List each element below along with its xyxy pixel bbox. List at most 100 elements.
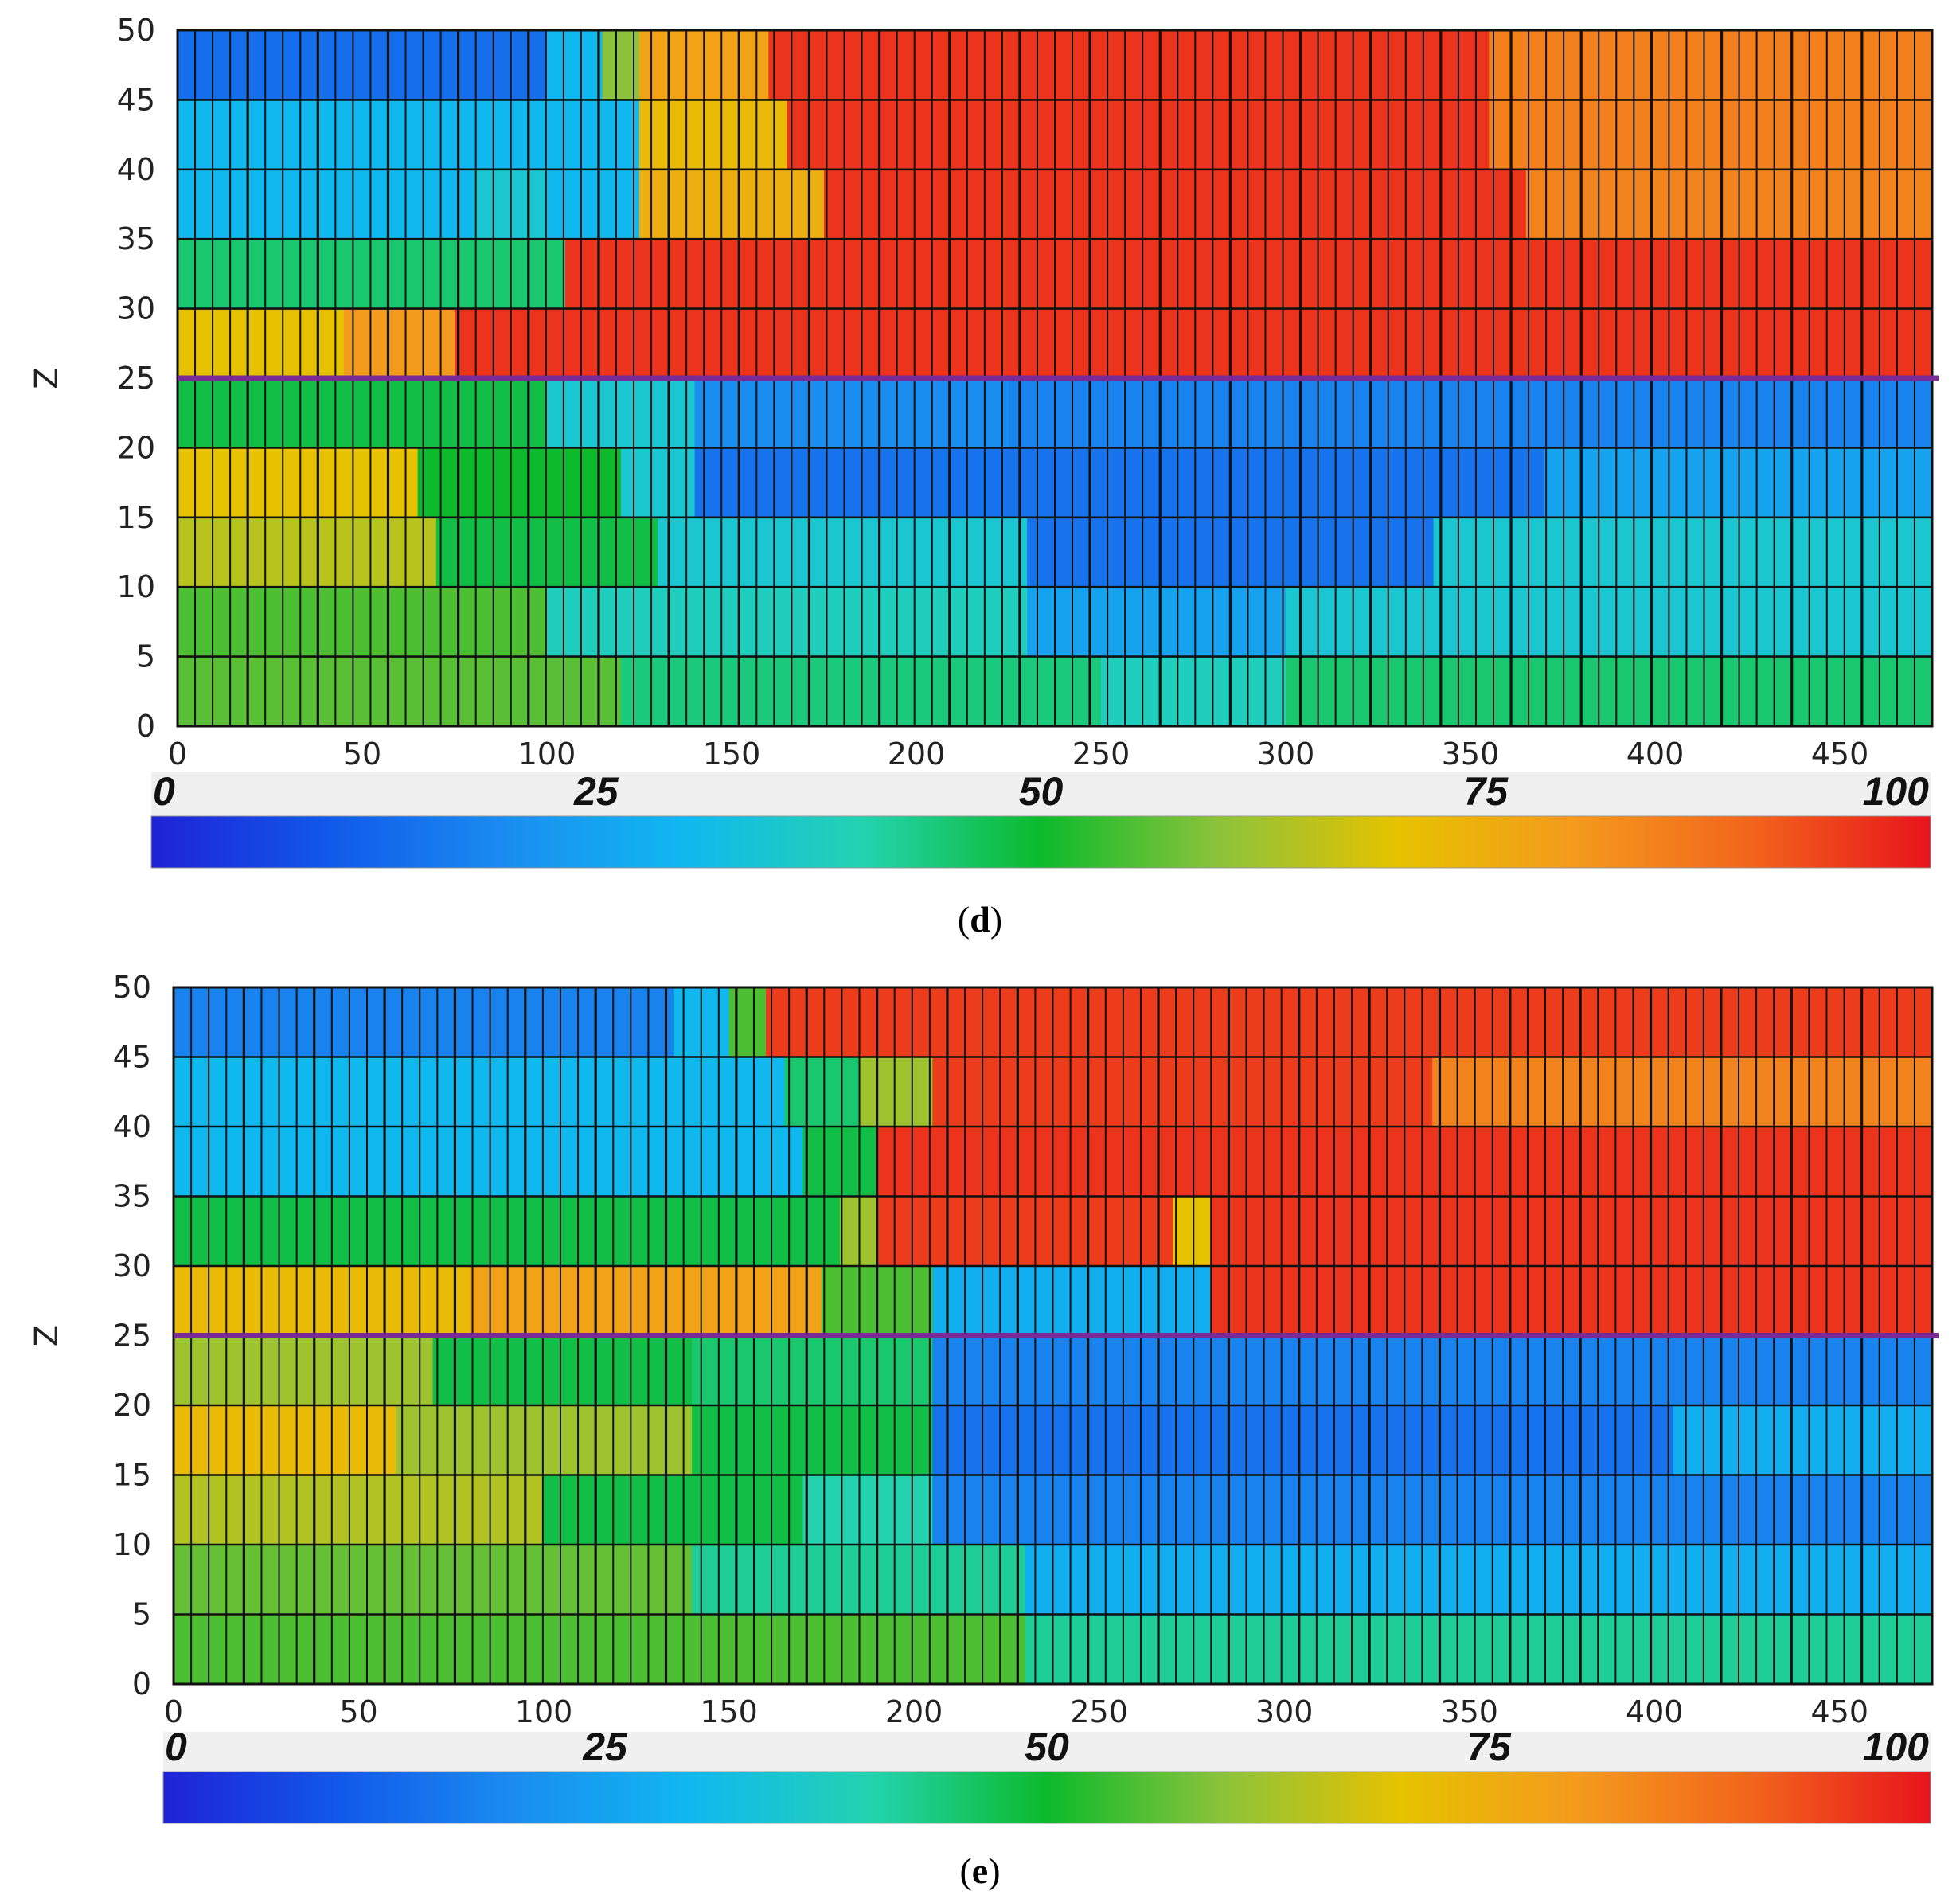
heatmap-cell	[178, 239, 566, 310]
y-tick-label: 5	[136, 639, 155, 674]
heatmap-cell	[694, 378, 1009, 448]
heatmap-cell	[1489, 30, 1933, 100]
x-axis-ticks: 0 50 100 150 200 250 300 350 400 450	[164, 1694, 1868, 1729]
caption-open: (	[958, 899, 970, 940]
y-tick-label: 30	[113, 1248, 151, 1284]
y-tick-label: 15	[117, 500, 155, 535]
panel-caption: (e)	[959, 1850, 1000, 1891]
x-tick-label: 250	[1070, 1694, 1128, 1729]
colorbar-label: 25	[573, 769, 619, 814]
heatmap-cell	[932, 1475, 1933, 1545]
heatmap-cell	[728, 987, 767, 1058]
colorbar-label: 50	[1025, 1725, 1069, 1769]
colorbar	[150, 815, 1931, 869]
heatmap-cell	[1009, 378, 1933, 448]
x-tick-label: 150	[700, 1694, 758, 1729]
heatmap-cell	[877, 1196, 1174, 1267]
caption-close: )	[988, 1850, 1000, 1891]
heatmap-cell	[178, 656, 622, 727]
x-tick-label: 300	[1255, 1694, 1314, 1729]
heatmap-cell	[1673, 1405, 1933, 1476]
heatmap-cell	[1101, 656, 1286, 727]
heatmap-cell	[174, 1057, 785, 1127]
heatmap-cell	[432, 1335, 693, 1406]
heatmap-cell	[455, 308, 1933, 379]
heatmap-cell	[544, 1475, 804, 1545]
x-tick-label: 300	[1257, 737, 1315, 772]
heatmap-cell	[858, 1057, 933, 1127]
heatmap-cell	[174, 1614, 1026, 1685]
y-axis-label: Z	[29, 367, 65, 389]
x-axis-ticks: 0 50 100 150 200 250 300 350 400 450	[168, 737, 1868, 772]
heatmap-cell	[343, 308, 455, 379]
heatmap-cell	[1025, 1614, 1933, 1685]
y-tick-label: 45	[117, 82, 155, 117]
heatmap-cells	[174, 987, 1933, 1685]
heatmap-cell	[1210, 1266, 1933, 1337]
heatmap-cell	[1286, 587, 1933, 658]
y-tick-label: 35	[113, 1179, 151, 1214]
heatmap-cell	[1025, 1545, 1933, 1616]
x-tick-label: 350	[1442, 737, 1500, 772]
colorbar-labels: 0 25 50 75 100	[165, 1725, 1929, 1769]
heatmap-cell	[396, 1405, 693, 1476]
heatmap-cell	[435, 517, 658, 588]
heatmap-cell	[768, 30, 1490, 100]
heatmap-cell	[470, 1266, 822, 1337]
heatmap-cell	[1027, 587, 1286, 658]
y-axis-ticks: 0 5 10 15 20 25 30 35 40 45 50	[113, 970, 151, 1702]
heatmap-cell	[766, 987, 1933, 1058]
x-tick-label: 200	[888, 737, 946, 772]
y-tick-label: 25	[113, 1319, 151, 1354]
heatmap-cell	[1432, 1057, 1933, 1127]
heatmap-cell	[802, 1475, 933, 1545]
colorbar-label-band	[151, 772, 1931, 816]
heatmap-cell	[178, 517, 437, 588]
heatmap-cell	[932, 1057, 1433, 1127]
panel-caption: (d)	[958, 899, 1002, 940]
y-tick-label: 5	[132, 1597, 151, 1632]
heatmap-cell	[639, 100, 788, 170]
colorbar-label: 75	[1463, 769, 1509, 814]
colorbar-label: 0	[165, 1725, 187, 1769]
heatmap-cell	[547, 169, 640, 240]
heatmap-cell	[178, 30, 548, 100]
heatmap-cell	[417, 447, 622, 518]
heatmap-cell	[174, 1266, 470, 1337]
heatmap-cell	[178, 100, 640, 170]
heatmap-cell	[565, 239, 1933, 310]
x-tick-label: 450	[1811, 737, 1869, 772]
colorbar-label: 50	[1019, 769, 1064, 814]
heatmap-cell	[932, 1405, 1674, 1476]
x-tick-label: 0	[164, 1694, 183, 1729]
caption-letter: e	[972, 1850, 988, 1891]
y-tick-label: 45	[113, 1040, 151, 1075]
heatmap-cell	[178, 447, 419, 518]
caption-open: (	[959, 1850, 971, 1891]
heatmap-cell	[547, 587, 1028, 658]
y-tick-label: 10	[113, 1527, 151, 1562]
x-tick-label: 350	[1440, 1694, 1498, 1729]
colorbar-label: 25	[582, 1725, 628, 1769]
y-tick-label: 50	[113, 970, 151, 1005]
x-tick-label: 150	[703, 737, 761, 772]
x-tick-label: 400	[1626, 1694, 1684, 1729]
heatmap-cell	[178, 169, 474, 240]
heatmap-cell	[784, 1057, 859, 1127]
heatmap-cell	[174, 1335, 434, 1406]
x-tick-label: 50	[343, 737, 381, 772]
x-tick-label: 400	[1626, 737, 1685, 772]
x-tick-label: 0	[168, 737, 187, 772]
heatmap-cell	[178, 308, 345, 379]
y-tick-label: 40	[117, 152, 155, 187]
heatmap-cell	[1173, 1196, 1211, 1267]
x-tick-label: 100	[515, 1694, 573, 1729]
colorbar-label: 0	[153, 769, 175, 814]
colorbar-label-band	[163, 1732, 1931, 1772]
x-tick-label: 100	[518, 737, 576, 772]
heatmap-cell	[639, 169, 825, 240]
heatmap-cell	[1489, 100, 1933, 170]
heatmap-cell	[1210, 1196, 1933, 1267]
y-tick-label: 50	[117, 13, 155, 48]
